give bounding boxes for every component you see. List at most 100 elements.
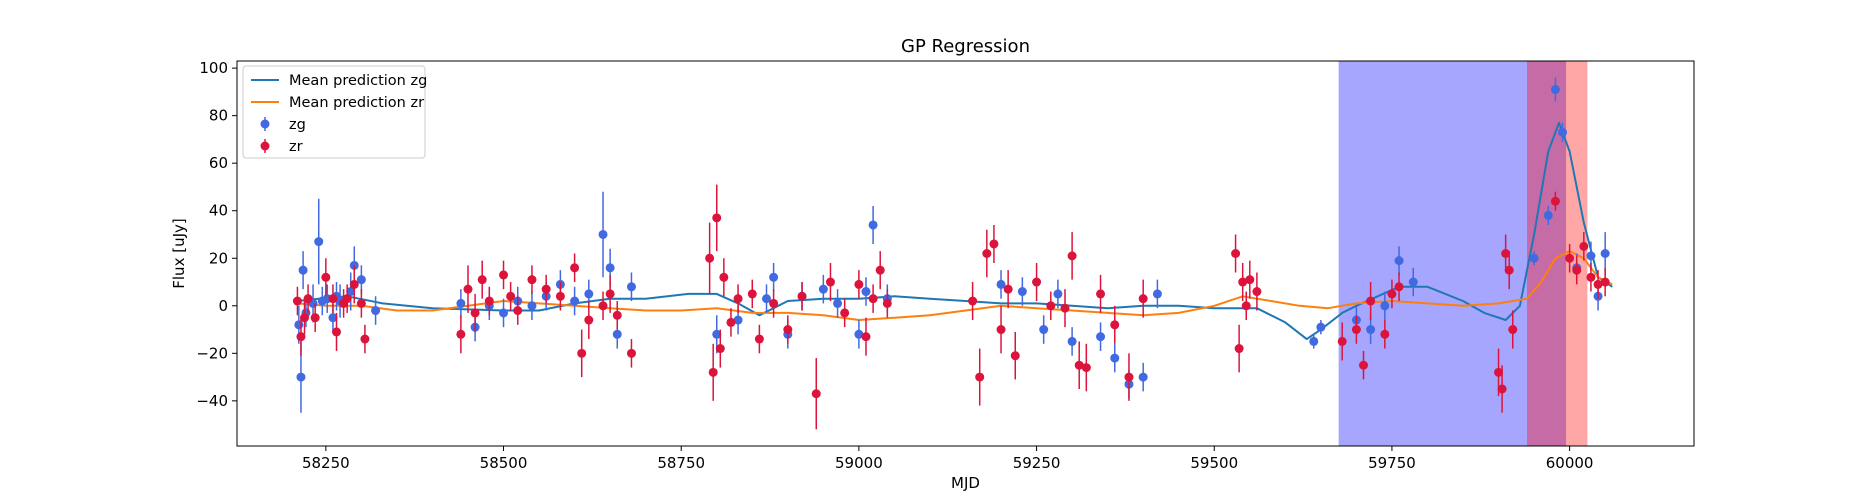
legend-entry: zr xyxy=(260,139,303,155)
data-point xyxy=(513,306,523,316)
data-point xyxy=(1593,279,1603,289)
data-point xyxy=(1501,249,1511,258)
data-point xyxy=(996,325,1006,335)
data-point xyxy=(598,301,608,311)
data-point xyxy=(1394,282,1404,292)
data-point xyxy=(527,301,537,311)
x-tick-label: 59250 xyxy=(1013,454,1061,472)
data-point xyxy=(605,263,615,273)
data-point xyxy=(555,291,565,301)
shaded-regions xyxy=(1338,61,1588,446)
y-tick-label: 0 xyxy=(218,297,228,315)
data-point xyxy=(854,329,864,339)
data-point xyxy=(360,334,370,344)
data-point xyxy=(1252,287,1262,297)
shaded-region-1 xyxy=(1526,61,1588,446)
data-point xyxy=(612,329,622,339)
data-point xyxy=(1550,85,1560,95)
data-point xyxy=(570,296,580,306)
data-point xyxy=(1046,301,1056,311)
y-tick-label: 40 xyxy=(209,202,228,220)
data-point xyxy=(1096,289,1106,299)
data-point xyxy=(506,291,516,301)
x-axis-label: MJD xyxy=(951,474,980,492)
data-point xyxy=(577,348,587,358)
data-point xyxy=(747,289,757,299)
data-point xyxy=(1231,249,1241,258)
data-point xyxy=(733,315,743,325)
data-point xyxy=(797,291,807,301)
data-point xyxy=(1138,294,1148,304)
data-point xyxy=(996,279,1006,289)
data-point xyxy=(296,372,306,382)
data-point xyxy=(1600,277,1610,287)
data-point xyxy=(705,253,715,263)
data-point xyxy=(1387,289,1397,299)
data-point xyxy=(1494,367,1504,377)
data-point xyxy=(1074,360,1084,370)
data-point xyxy=(1543,210,1553,220)
data-point xyxy=(861,287,871,297)
line-series-zr xyxy=(297,250,1613,321)
data-point xyxy=(296,332,306,342)
y-tick-label: 100 xyxy=(199,59,228,77)
legend-entry: Mean prediction zr xyxy=(251,95,424,111)
data-point xyxy=(1110,320,1120,330)
data-point xyxy=(719,272,729,282)
data-point xyxy=(854,279,864,289)
data-point xyxy=(310,313,320,323)
data-point xyxy=(612,310,622,320)
data-point xyxy=(840,308,850,318)
data-point xyxy=(712,213,722,223)
data-point xyxy=(783,325,793,335)
x-axis-ticks: 58250 58500 58750 59000 59250 59500 59750 60000 xyxy=(302,446,1593,472)
x-tick-label: 60000 xyxy=(1546,454,1594,472)
data-point xyxy=(1053,289,1063,299)
data-point xyxy=(1408,277,1418,287)
y-tick-label: 20 xyxy=(209,249,228,267)
data-point xyxy=(1586,272,1596,282)
points-zg xyxy=(294,77,1610,413)
y-tick-label: 60 xyxy=(209,154,228,172)
data-point xyxy=(499,308,509,318)
data-point xyxy=(1586,251,1596,261)
y-axis-ticks: −40 −20 0 20 40 60 80 100 xyxy=(196,59,237,410)
data-point xyxy=(303,294,313,304)
data-point xyxy=(1497,384,1507,394)
data-point xyxy=(761,294,771,304)
legend-marker-swatch xyxy=(260,119,270,129)
points-zr xyxy=(292,184,1610,430)
data-point xyxy=(868,294,878,304)
data-point xyxy=(875,265,885,275)
data-point xyxy=(818,284,828,294)
data-point xyxy=(1579,241,1589,251)
data-point xyxy=(726,317,736,327)
data-point xyxy=(541,284,551,294)
x-tick-label: 58250 xyxy=(302,454,350,472)
legend-entry: zg xyxy=(260,117,306,133)
data-point xyxy=(882,298,892,308)
data-point xyxy=(584,289,594,299)
data-point xyxy=(1394,256,1404,266)
data-point xyxy=(332,327,342,337)
data-point xyxy=(1067,251,1077,261)
data-point xyxy=(1359,360,1369,370)
data-point xyxy=(1316,322,1326,332)
data-point xyxy=(712,329,722,339)
data-point xyxy=(346,287,356,297)
data-point xyxy=(1309,336,1319,346)
data-point xyxy=(626,348,636,358)
legend-entry: Mean prediction zg xyxy=(251,73,427,89)
data-point xyxy=(1550,196,1560,206)
data-point xyxy=(754,334,764,344)
data-point xyxy=(1504,265,1514,275)
data-point xyxy=(868,220,878,230)
legend-label: zr xyxy=(289,139,303,155)
data-point xyxy=(861,332,871,342)
data-point xyxy=(1565,253,1575,263)
data-point xyxy=(598,229,608,239)
data-point xyxy=(328,313,338,323)
data-point xyxy=(477,275,487,285)
prediction-lines xyxy=(297,121,1613,341)
legend-label: Mean prediction zg xyxy=(289,73,427,89)
